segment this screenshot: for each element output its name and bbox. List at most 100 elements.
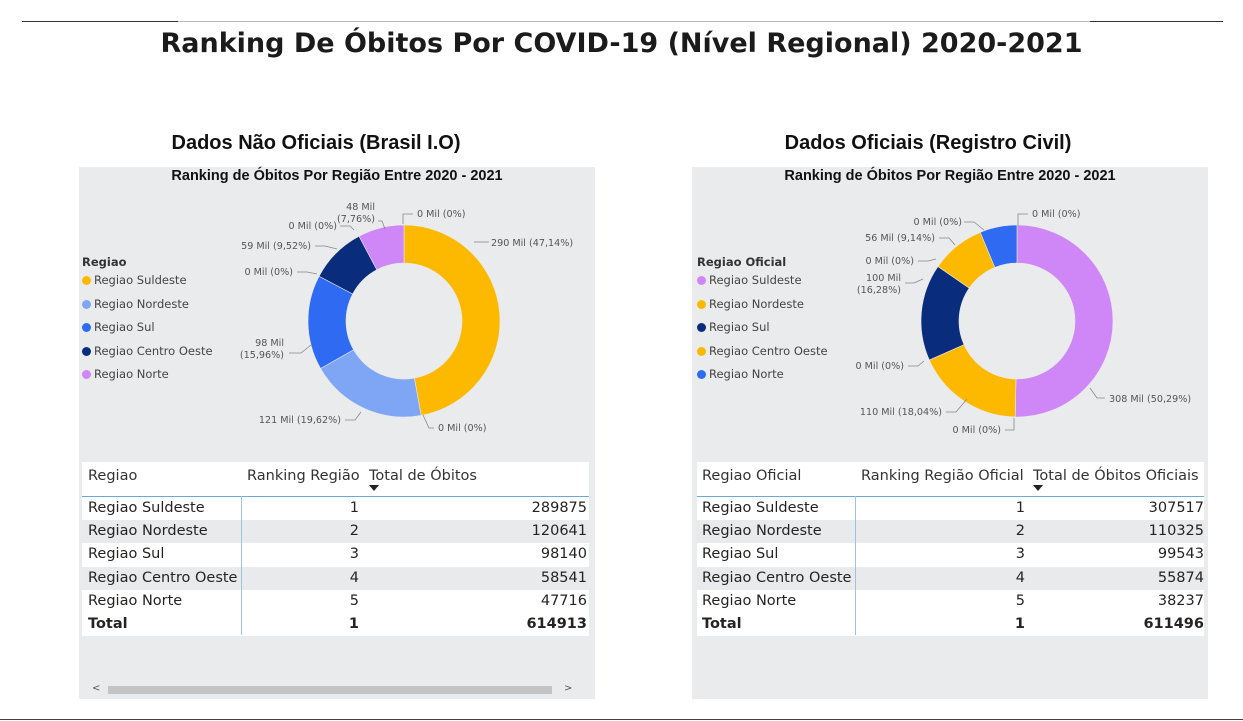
cell-total-rank: 1: [1014, 615, 1025, 632]
data-label: (15,96%): [240, 350, 284, 361]
column-header-total-oficial[interactable]: Total de Óbitos Oficiais: [1033, 468, 1199, 484]
table-row[interactable]: Regiao Suldeste 1 307517: [697, 497, 1204, 521]
slice-regiao-suldeste[interactable]: [403, 224, 501, 416]
table-total-row: Total 1 614913: [82, 612, 589, 637]
legend-item-sul[interactable]: Regiao Sul: [82, 320, 213, 344]
legend: Regiao Regiao Suldeste Regiao Nordeste R…: [82, 255, 213, 391]
legend-item-sul[interactable]: Regiao Sul: [697, 320, 828, 344]
column-header-regiao[interactable]: Regiao: [88, 468, 138, 484]
legend-item-nordeste[interactable]: Regiao Nordeste: [697, 297, 828, 321]
scroll-right-icon[interactable]: >: [564, 683, 573, 694]
cell-rank: 5: [349, 592, 359, 609]
data-label: 308 Mil (50,29%): [1109, 394, 1191, 405]
table-row[interactable]: Regiao Centro Oeste 4 55874: [697, 566, 1204, 590]
page-title: Ranking De Óbitos Por COVID-19 (Nível Re…: [160, 28, 1083, 59]
bottom-divider: [0, 719, 1243, 720]
top-divider-right: [1090, 21, 1223, 22]
data-label: 0 Mil (0%): [952, 425, 1001, 436]
column-header-ranking[interactable]: Ranking Região: [247, 468, 360, 484]
legend-item-nordeste[interactable]: Regiao Nordeste: [82, 297, 213, 321]
label-leader-line: [905, 278, 924, 284]
cell-total-label: Total: [88, 615, 128, 632]
legend-label: Regiao Suldeste: [94, 273, 187, 287]
cell-total-rank: 1: [348, 615, 359, 632]
label-leader-line: [402, 213, 413, 224]
table-row[interactable]: Regiao Nordeste 2 110325: [697, 520, 1204, 544]
donut-chart-official[interactable]: 308 Mil (50,29%) 110 Mil (18,04%) 100 Mil(…: [692, 167, 1208, 457]
cell-rank: 3: [1015, 546, 1025, 563]
data-label: 0 Mil (0%): [1032, 209, 1081, 220]
legend-dot: [697, 276, 706, 285]
legend-dot: [82, 276, 91, 285]
legend-label: Regiao Centro Oeste: [709, 343, 828, 358]
column-header-total[interactable]: Total de Óbitos: [369, 468, 477, 484]
table-total-row: Total 1 611496: [697, 612, 1204, 637]
legend-item-centro-oeste[interactable]: Regiao Centro Oeste: [697, 344, 828, 368]
cell-rank: 4: [349, 569, 359, 586]
table-row[interactable]: Regiao Suldeste 1 289875: [82, 497, 589, 521]
cell-total: 110325: [1148, 523, 1204, 540]
label-leader-line: [939, 237, 956, 246]
table-row[interactable]: Regiao Norte 5 47716: [82, 589, 589, 613]
cell-region: Regiao Centro Oeste: [702, 569, 852, 586]
sort-desc-icon[interactable]: [1033, 485, 1043, 491]
legend-item-norte[interactable]: Regiao Norte: [82, 367, 213, 391]
legend-item-suldeste[interactable]: Regiao Suldeste: [82, 273, 213, 297]
chart-title: Ranking de Óbitos Por Região Entre 2020 …: [784, 168, 1116, 184]
legend-label: Regiao Sul: [709, 320, 770, 334]
legend-dot: [82, 346, 91, 356]
legend-label: Regiao Centro Oeste: [94, 343, 213, 358]
table-row[interactable]: Regiao Norte 5 38237: [697, 589, 1204, 613]
cell-rank: 5: [1015, 592, 1025, 609]
legend-item-suldeste[interactable]: Regiao Suldeste: [697, 273, 828, 297]
legend-item-centro-oeste[interactable]: Regiao Centro Oeste: [82, 344, 213, 368]
cell-region: Regiao Nordeste: [702, 523, 822, 540]
data-label: 0 Mil (0%): [417, 209, 466, 220]
slice-regiao-norte[interactable]: [358, 224, 405, 271]
legend-label: Regiao Suldeste: [709, 273, 802, 287]
cell-rank: 2: [1015, 523, 1025, 540]
scrollbar-thumb[interactable]: [108, 686, 552, 694]
label-leader-line: [297, 271, 318, 275]
data-label: 0 Mil (0%): [438, 423, 487, 434]
cell-region: Regiao Centro Oeste: [88, 569, 238, 586]
legend-dot: [82, 323, 91, 332]
data-label: 110 Mil (18,04%): [860, 407, 942, 418]
cell-total: 289875: [531, 500, 587, 516]
data-label: 0 Mil (0%): [288, 221, 337, 232]
label-leader-line: [1005, 418, 1015, 431]
data-label: 98 Mil: [255, 338, 284, 349]
sort-desc-icon[interactable]: [369, 485, 379, 491]
slice-regiao-nordeste[interactable]: [928, 344, 1017, 418]
data-label: 59 Mil (9,52%): [241, 241, 311, 252]
legend-item-norte[interactable]: Regiao Norte: [697, 367, 828, 391]
label-leader-line: [315, 245, 338, 250]
panel-unofficial: Ranking de Óbitos Por Região Entre 2020 …: [79, 167, 595, 699]
table-row[interactable]: Regiao Nordeste 2 120641: [82, 520, 589, 544]
table-header: Regiao Oficial Ranking Região Oficial To…: [697, 462, 1204, 497]
scroll-left-icon[interactable]: <: [92, 683, 101, 694]
slice-regiao-suldeste[interactable]: [1014, 224, 1114, 418]
column-header-regiao-oficial[interactable]: Regiao Oficial: [702, 468, 802, 484]
slice-regiao-norte[interactable]: [979, 224, 1018, 268]
table-row[interactable]: Regiao Centro Oeste 4 58541: [82, 566, 589, 590]
cell-total-value: 611496: [1143, 615, 1204, 632]
cell-rank: 4: [1015, 569, 1025, 586]
data-label: (7,76%): [337, 214, 375, 225]
legend-dot: [697, 299, 706, 309]
label-leader-line: [345, 411, 362, 421]
cell-region: Regiao Sul: [88, 546, 165, 563]
top-divider-left: [22, 21, 178, 22]
donut-chart-unofficial[interactable]: 290 Mil (47,14%) 121 Mil (19,62%) 98 Mil(1…: [79, 167, 595, 457]
chart-title: Ranking de Óbitos Por Região Entre 2020 …: [171, 168, 503, 184]
cell-rank: 3: [349, 546, 359, 563]
table-row[interactable]: Regiao Sul 3 99543: [697, 543, 1204, 567]
legend-label: Regiao Norte: [94, 367, 169, 381]
table-row[interactable]: Regiao Sul 3 98140: [82, 543, 589, 567]
top-divider-center: [178, 21, 1090, 22]
horizontal-scrollbar[interactable]: < >: [79, 682, 595, 696]
legend-dot: [82, 299, 91, 309]
cell-rank: 1: [1015, 500, 1025, 516]
column-header-ranking-oficial[interactable]: Ranking Região Oficial: [861, 468, 1024, 484]
cell-rank: 2: [349, 523, 359, 540]
